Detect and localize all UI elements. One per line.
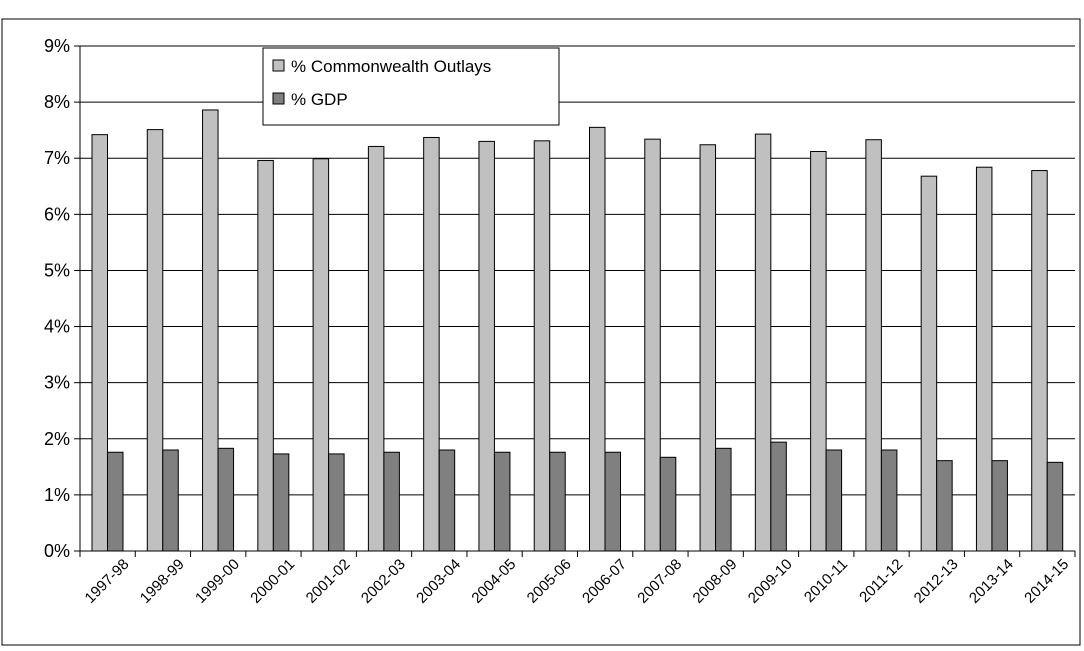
bar-gdp	[991, 460, 1008, 552]
bar-commonwealth-outlays	[91, 134, 108, 552]
bar-commonwealth-outlays	[975, 166, 993, 552]
y-tick-label: 4%	[44, 317, 70, 337]
bar-gdp	[162, 449, 179, 552]
bars	[91, 109, 1064, 552]
x-tick-label: 2014-15	[1021, 556, 1072, 607]
x-tick-label: 2013-14	[966, 556, 1017, 607]
bar-gdp	[715, 447, 732, 552]
x-tick-label: 1999-00	[192, 556, 243, 607]
bar-gdp	[549, 451, 566, 552]
legend: % Commonwealth Outlays % GDP	[262, 47, 560, 126]
bar-gdp	[880, 449, 898, 552]
bar-commonwealth-outlays	[920, 175, 938, 552]
x-tick-label: 2000-01	[247, 556, 298, 607]
gridlines	[80, 45, 1075, 496]
bar-gdp	[604, 451, 621, 552]
bar-commonwealth-outlays	[754, 133, 772, 552]
bar-commonwealth-outlays	[589, 126, 606, 552]
bar-gdp	[493, 451, 511, 552]
bar-commonwealth-outlays	[478, 140, 495, 552]
legend-label: % GDP	[291, 90, 348, 109]
bar-gdp	[1046, 461, 1064, 552]
bar-gdp	[659, 456, 677, 552]
legend-swatch	[272, 59, 285, 72]
x-tick-label: 2001-02	[303, 556, 354, 607]
bar-commonwealth-outlays	[257, 159, 274, 552]
x-tick-label: 2007-08	[634, 556, 685, 607]
bar-commonwealth-outlays	[312, 158, 330, 552]
y-tick-label: 2%	[44, 429, 70, 449]
y-tick-label: 1%	[44, 485, 70, 505]
legend-box	[262, 47, 560, 126]
bar-commonwealth-outlays	[423, 136, 440, 552]
y-tick-label: 9%	[44, 36, 70, 56]
bar-commonwealth-outlays	[367, 145, 385, 552]
y-tick-label: 6%	[44, 204, 70, 224]
bar-commonwealth-outlays	[146, 129, 164, 552]
x-tick-label: 2010-11	[801, 556, 851, 606]
bar-gdp	[272, 453, 290, 552]
y-tick-label: 0%	[44, 541, 70, 561]
x-tick-label: 1998-99	[137, 556, 188, 607]
bar-gdp	[328, 453, 345, 552]
bar-commonwealth-outlays	[644, 138, 661, 552]
y-tick-label: 5%	[44, 260, 70, 280]
x-tick-label: 1997-98	[82, 556, 133, 607]
bar-gdp	[936, 460, 953, 552]
y-tick-label: 8%	[44, 92, 70, 112]
y-tick-label: 7%	[44, 148, 70, 168]
y-tick-label: 3%	[44, 373, 70, 393]
x-tick-label: 2002-03	[358, 556, 409, 607]
x-tick-label: 2005-06	[524, 556, 575, 607]
legend-swatch	[272, 92, 285, 105]
bar-gdp	[825, 449, 843, 552]
bar-commonwealth-outlays	[865, 139, 882, 552]
bar-commonwealth-outlays	[1031, 170, 1048, 552]
bar-commonwealth-outlays	[699, 144, 717, 552]
x-tick-label: 2003-04	[413, 556, 464, 607]
page-title	[0, 0, 1084, 14]
bar-gdp	[217, 447, 235, 552]
bar-commonwealth-outlays	[202, 109, 219, 552]
bar-gdp	[438, 449, 456, 552]
x-tick-label: 2011-12	[856, 556, 906, 606]
legend-label: % Commonwealth Outlays	[291, 57, 491, 76]
x-tick-label: 2008-09	[690, 556, 741, 607]
bar-commonwealth-outlays	[533, 140, 551, 552]
x-tick-label: 2012-13	[911, 556, 962, 607]
chart-border	[1, 18, 1081, 646]
bar-commonwealth-outlays	[810, 150, 827, 552]
x-tick-label: 2006-07	[579, 556, 630, 607]
x-tick-label: 2004-05	[468, 556, 519, 607]
bar-gdp	[383, 451, 400, 552]
x-tick-label: 2009-10	[745, 556, 796, 607]
bar-gdp	[770, 441, 787, 552]
bar-gdp	[107, 451, 124, 552]
